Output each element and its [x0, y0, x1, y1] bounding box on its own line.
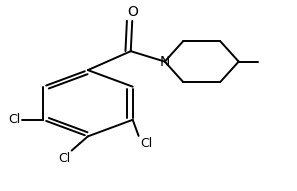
Text: Cl: Cl	[58, 151, 70, 164]
Text: O: O	[127, 5, 138, 19]
Text: N: N	[159, 55, 170, 69]
Text: Cl: Cl	[140, 137, 152, 150]
Text: Cl: Cl	[9, 113, 21, 126]
